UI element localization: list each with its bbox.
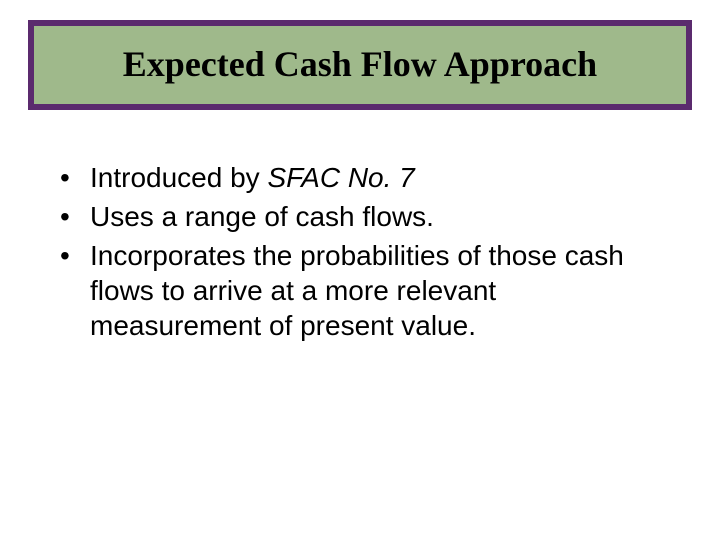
list-item: Uses a range of cash flows. <box>60 199 670 234</box>
list-item: Incorporates the probabilities of those … <box>60 238 670 343</box>
bullet-text: Introduced by <box>90 162 267 193</box>
slide-title: Expected Cash Flow Approach <box>123 43 597 86</box>
bullet-text: Incorporates the probabilities of those … <box>90 240 624 341</box>
bullet-list: Introduced by SFAC No. 7 Uses a range of … <box>60 160 670 347</box>
bullet-italic: SFAC No. 7 <box>267 162 414 193</box>
list-item: Introduced by SFAC No. 7 <box>60 160 670 195</box>
bullet-text: Uses a range of cash flows. <box>90 201 434 232</box>
title-box: Expected Cash Flow Approach <box>28 20 692 110</box>
slide: Expected Cash Flow Approach Introduced b… <box>0 0 720 540</box>
